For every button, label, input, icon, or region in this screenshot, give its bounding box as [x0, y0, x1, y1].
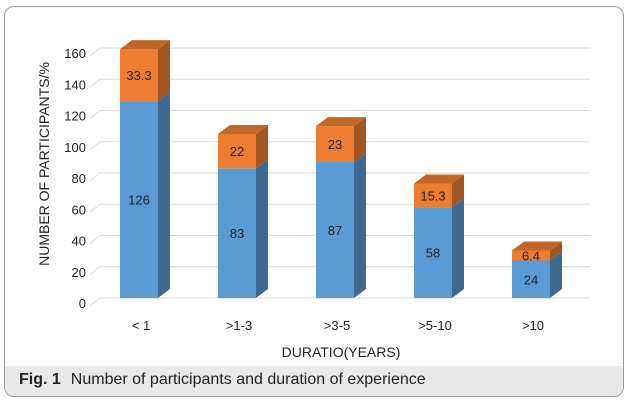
x-tick-label: >3-5 [324, 318, 350, 333]
caption-label: Fig. 1 [19, 371, 61, 388]
y-tick-label: 20 [72, 265, 86, 280]
x-tick-label: >10 [522, 318, 544, 333]
gridline-depth [89, 47, 101, 57]
figure-frame [4, 6, 624, 397]
bar-side [550, 251, 562, 298]
bar-front [120, 101, 158, 298]
data-label: 83 [230, 226, 244, 241]
y-tick-label: 140 [64, 77, 86, 92]
bar-top [414, 174, 464, 184]
data-label: 15.3 [420, 188, 445, 203]
gridline-depth [89, 172, 101, 182]
bar-front [218, 133, 256, 169]
data-label: 6.4 [522, 249, 540, 264]
x-tick-label: >1-3 [226, 318, 252, 333]
bar-top [316, 117, 366, 127]
y-tick-label: 60 [72, 202, 86, 217]
caption-text: Number of participants and duration of e… [70, 371, 426, 388]
bars: 126 33.3 83 22 87 23 58 15.3 24 6.4 [120, 40, 562, 298]
data-label: 24 [524, 272, 538, 287]
x-axis-title: DURATIO(YEARS) [282, 344, 401, 360]
bar-top [120, 40, 170, 50]
bar-top [218, 124, 268, 134]
x-tick-label: >5-10 [418, 318, 452, 333]
data-label: 58 [426, 246, 440, 261]
bar-front [512, 250, 550, 261]
y-tick-label: 160 [64, 46, 86, 61]
bar-side [158, 40, 170, 102]
gridline-depth [89, 203, 101, 213]
bar-front [414, 207, 452, 298]
bar-front [218, 168, 256, 298]
y-tick-label: 0 [79, 296, 86, 311]
x-axis-ticks: < 1 >1-3 >3-5 >5-10 >10 [132, 318, 544, 333]
caption-bar: Fig. 1 Number of participants and duratio… [5, 366, 623, 396]
y-tick-label: 80 [72, 171, 86, 186]
y-tick-label: 100 [64, 140, 86, 155]
bar-side [452, 174, 464, 208]
gridline-depth [89, 297, 101, 307]
y-tick-label: 120 [64, 109, 86, 124]
y-axis-ticks: 0 20 40 60 80 100 120 140 160 [64, 46, 86, 311]
data-label: 22 [230, 144, 244, 159]
bar-side [158, 92, 170, 298]
y-tick-label: 40 [72, 234, 86, 249]
bar-side [452, 198, 464, 298]
x-tick-label: < 1 [132, 318, 150, 333]
bar-side [256, 159, 268, 298]
gridline-depth [89, 266, 101, 276]
bar-front [120, 49, 158, 102]
data-label: 33.3 [126, 68, 151, 83]
bar-front [316, 162, 354, 298]
bar-side [256, 124, 268, 169]
bar-front [414, 183, 452, 208]
figure-caption: Fig. 1 Number of participants and duratio… [19, 371, 426, 389]
gridline-depth [89, 110, 101, 119]
bar-side [354, 117, 366, 163]
bar-top [512, 241, 562, 251]
data-label: 87 [328, 223, 342, 238]
bar-front [316, 126, 354, 163]
data-label: 126 [128, 193, 150, 208]
bar-front [512, 260, 550, 298]
gridline-depth [89, 141, 101, 151]
bar-side [354, 153, 366, 298]
bar-side [550, 241, 562, 261]
data-label: 23 [328, 137, 342, 152]
gridline-depth [89, 78, 101, 88]
gridline-depth [89, 235, 101, 244]
y-axis-title: NUMBER OF PARTICIPANTS/% [36, 62, 52, 266]
